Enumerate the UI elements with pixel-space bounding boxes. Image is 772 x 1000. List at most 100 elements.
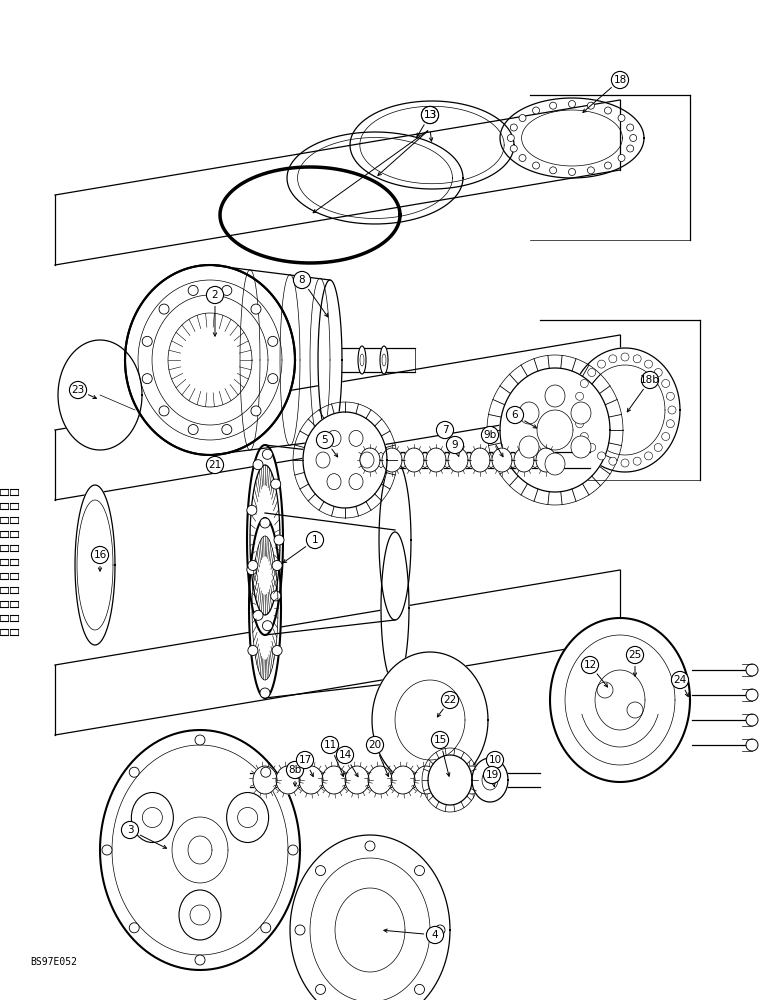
Circle shape <box>519 115 526 122</box>
Ellipse shape <box>519 402 539 424</box>
Circle shape <box>91 546 109 564</box>
Circle shape <box>129 923 139 933</box>
Circle shape <box>195 955 205 965</box>
Circle shape <box>645 452 652 460</box>
Polygon shape <box>368 766 392 794</box>
Polygon shape <box>428 755 472 805</box>
Circle shape <box>506 406 523 424</box>
Circle shape <box>69 381 86 399</box>
Circle shape <box>262 449 273 459</box>
Ellipse shape <box>327 430 341 446</box>
Circle shape <box>432 731 449 749</box>
Circle shape <box>666 392 675 400</box>
Circle shape <box>253 460 263 470</box>
Circle shape <box>260 518 270 528</box>
Circle shape <box>533 162 540 169</box>
Text: 13: 13 <box>423 110 437 120</box>
Text: 14: 14 <box>338 750 351 760</box>
Circle shape <box>365 841 375 851</box>
Circle shape <box>195 735 205 745</box>
Circle shape <box>746 739 758 751</box>
Circle shape <box>261 923 271 933</box>
Circle shape <box>247 565 257 575</box>
Circle shape <box>206 456 224 474</box>
Circle shape <box>251 406 261 416</box>
Circle shape <box>621 353 629 361</box>
Circle shape <box>510 145 517 152</box>
Text: 8b: 8b <box>289 765 302 775</box>
Circle shape <box>293 271 310 289</box>
Circle shape <box>316 984 326 994</box>
Text: 18b: 18b <box>640 375 660 385</box>
Circle shape <box>102 845 112 855</box>
Polygon shape <box>58 340 142 450</box>
Circle shape <box>668 406 676 414</box>
Ellipse shape <box>380 346 388 374</box>
Circle shape <box>188 425 198 435</box>
Text: 6: 6 <box>512 410 518 420</box>
Polygon shape <box>360 448 380 472</box>
Circle shape <box>507 134 514 141</box>
Circle shape <box>611 71 628 89</box>
Circle shape <box>262 621 273 631</box>
Text: BS97E052: BS97E052 <box>30 957 77 967</box>
Circle shape <box>642 371 659 389</box>
Text: 13: 13 <box>423 110 437 120</box>
Circle shape <box>296 751 313 769</box>
Circle shape <box>321 736 339 754</box>
Circle shape <box>550 102 557 109</box>
Circle shape <box>654 369 662 377</box>
Text: 19: 19 <box>486 770 499 780</box>
Circle shape <box>581 656 598 674</box>
Ellipse shape <box>316 452 330 468</box>
Circle shape <box>581 379 588 387</box>
Polygon shape <box>550 618 690 782</box>
Text: 21: 21 <box>208 460 222 470</box>
Polygon shape <box>492 448 512 472</box>
Ellipse shape <box>131 792 174 842</box>
Circle shape <box>271 591 281 601</box>
Circle shape <box>662 379 669 387</box>
Polygon shape <box>514 448 534 472</box>
Polygon shape <box>448 448 468 472</box>
Circle shape <box>261 767 271 777</box>
Polygon shape <box>253 766 277 794</box>
Circle shape <box>627 124 634 131</box>
Circle shape <box>587 167 594 174</box>
Circle shape <box>609 457 617 465</box>
Polygon shape <box>75 485 115 645</box>
Ellipse shape <box>519 436 539 458</box>
Ellipse shape <box>227 792 269 842</box>
Circle shape <box>142 808 162 828</box>
Circle shape <box>621 459 629 467</box>
Polygon shape <box>500 368 610 492</box>
Ellipse shape <box>179 890 221 940</box>
Ellipse shape <box>571 436 591 458</box>
Circle shape <box>550 167 557 174</box>
Text: 3: 3 <box>127 825 134 835</box>
Circle shape <box>746 689 758 701</box>
Circle shape <box>482 426 499 444</box>
Circle shape <box>633 355 642 363</box>
Circle shape <box>286 761 303 779</box>
Text: 11: 11 <box>323 740 337 750</box>
Text: 16: 16 <box>93 550 107 560</box>
Circle shape <box>159 304 169 314</box>
Circle shape <box>587 443 596 451</box>
Polygon shape <box>437 766 461 794</box>
Text: 12: 12 <box>584 660 597 670</box>
Text: 15: 15 <box>433 735 447 745</box>
Circle shape <box>248 560 258 570</box>
Text: 9: 9 <box>452 440 459 450</box>
Circle shape <box>272 646 282 656</box>
Circle shape <box>574 406 582 414</box>
Circle shape <box>626 646 644 664</box>
Circle shape <box>222 285 232 295</box>
Polygon shape <box>570 348 680 472</box>
Circle shape <box>268 374 278 384</box>
Circle shape <box>422 106 438 124</box>
Polygon shape <box>470 448 490 472</box>
Circle shape <box>142 374 152 384</box>
Polygon shape <box>345 766 369 794</box>
Circle shape <box>604 107 611 114</box>
